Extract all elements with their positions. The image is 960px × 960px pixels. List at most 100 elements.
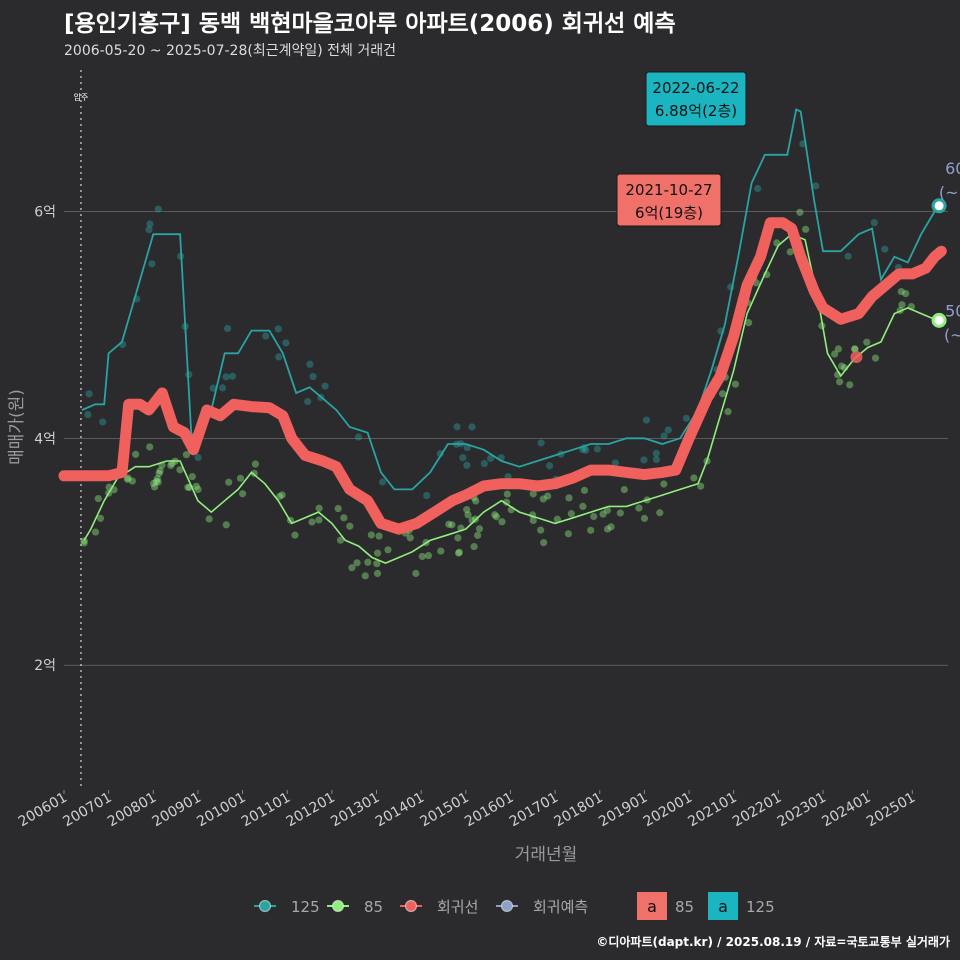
transaction-dot [309,373,317,381]
transaction-dot [603,525,612,533]
transaction-dot [844,252,852,260]
transaction-dot [194,485,202,494]
transaction-dot [831,350,839,358]
x-tick-label: 200801 [105,790,159,831]
transaction-dot [225,478,233,486]
legend-marker-2 [404,899,418,913]
transaction-dot [593,445,601,453]
transaction-dot [463,506,471,514]
transaction-dot [155,469,163,477]
forecast-value-85: 50,400 [945,301,960,320]
transaction-dot [223,324,232,333]
annotation-box-peak125 [645,71,747,127]
transaction-dot [167,461,175,470]
y-tick-label: 2억 [34,658,56,674]
transaction-dot [503,490,511,498]
transaction-dot [348,564,356,572]
transaction-dot [851,345,859,353]
legend-marker-0 [258,899,272,913]
legend-key-box-1 [708,892,738,920]
transaction-dot [472,497,480,505]
transaction-dot [502,498,511,506]
transaction-dot [607,523,615,531]
transaction-dot [275,353,283,361]
transaction-dot [176,466,184,474]
transaction-dot [754,184,762,193]
transaction-dot [718,390,727,398]
transaction-dot [745,319,753,327]
transaction-dot [455,548,463,556]
x-tick-label: 201401 [373,790,427,831]
annotation-price-peakReg: 6억(19층) [635,204,703,222]
x-tick-label: 200701 [60,790,114,831]
legend-key-letter-1: a [718,897,728,916]
transaction-dot [652,449,660,457]
transaction-dot [453,423,461,431]
transaction-dot [276,492,284,501]
transaction-dot [406,534,414,542]
transaction-dot [340,514,348,522]
transaction-dot [222,373,230,381]
y-tick-label: 4억 [34,431,56,447]
transaction-dot [384,546,392,554]
transaction-dot [375,532,383,540]
transaction-dot [834,345,842,353]
x-tick-label: 202101 [685,790,739,831]
transaction-dot [378,478,387,486]
transaction-dot [640,514,649,522]
transaction-dot [464,511,472,519]
legend-key-box-0 [637,892,667,920]
series-125-line [81,108,938,491]
legend-marker-1 [331,899,345,913]
annotation-box-peakReg [616,173,722,227]
transaction-dot [154,205,162,213]
axes: 2억4억6억입주20060120070120080120090120100120… [7,93,918,865]
transaction-dot [152,477,161,486]
regression-line [58,217,947,535]
transaction-dot [84,411,92,419]
transaction-dot [537,526,545,534]
transaction-dot [486,454,495,463]
transaction-dot [642,416,651,424]
x-tick-label: 202401 [819,790,873,831]
legend-label-1: 85 [364,898,383,916]
transaction-dot [553,515,561,523]
transaction-dot [881,245,889,253]
transaction-dot [184,483,192,491]
transaction-dot [731,380,740,388]
transaction-dot [529,516,537,525]
transaction-dot [222,521,230,529]
transaction-dot [154,478,162,486]
transaction-dot [282,339,290,347]
forecast-point-125 [931,198,947,214]
transaction-dot [146,220,154,228]
transaction-dot [423,491,431,500]
transaction-dot [682,414,690,422]
transaction-dot [599,510,607,518]
transaction-dot [192,482,200,490]
y-tick-label: 6억 [34,204,56,220]
transaction-dot [474,531,482,539]
transaction-dot [364,558,372,566]
legend-label-2: 회귀선 [437,898,478,916]
x-tick-label: 201701 [507,790,561,831]
x-tick-label: 201601 [462,790,516,831]
transaction-dot [367,531,375,539]
transaction-dot [851,345,859,353]
transaction-dot [85,390,93,398]
legend-key-label-1: 125 [746,898,775,916]
transaction-dot [80,537,88,545]
annotation-date-peakReg: 2021-10-27 [625,181,712,199]
transaction-dot [590,512,598,521]
chart-subtitle: 2006-05-20 ~ 2025-07-28(최근계약일) 전체 거래건 [64,43,396,59]
series-lines [58,108,947,564]
transaction-dot [459,454,467,462]
transaction-dot [529,490,537,498]
transaction-dot [315,504,323,512]
transaction-dot [898,301,906,309]
x-tick-label: 202201 [730,790,784,831]
x-tick-label: 201901 [596,790,650,831]
transaction-dot [468,423,476,431]
transaction-dot [579,502,587,510]
